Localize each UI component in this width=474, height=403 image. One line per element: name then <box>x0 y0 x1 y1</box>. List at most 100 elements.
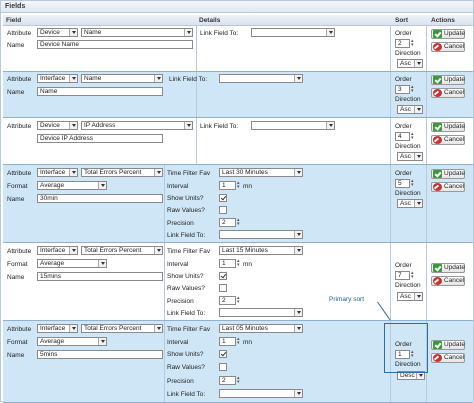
raw-values-checkbox[interactable] <box>219 284 227 292</box>
format-select[interactable]: Average <box>37 259 107 268</box>
update-button[interactable]: Update <box>431 122 465 132</box>
attribute-type-select[interactable]: Device <box>37 121 78 130</box>
link-field-select[interactable] <box>219 308 303 317</box>
interval-spinner[interactable]: ▴ ▾ <box>237 336 240 346</box>
checkmark-icon <box>433 76 442 84</box>
field-row: Attribute Device Name Name Device Name L… <box>3 26 473 72</box>
name-input[interactable]: 5mins <box>37 350 163 359</box>
link-field-select[interactable] <box>251 121 335 130</box>
attribute-field-select[interactable]: Name <box>81 28 193 37</box>
time-filter-select[interactable]: Last 15 Minutes <box>219 246 303 255</box>
interval-spinner[interactable]: ▴ ▾ <box>237 180 240 190</box>
order-spinner[interactable]: ▴ ▾ <box>411 84 414 94</box>
attribute-field-select[interactable]: Total Errors Percent <box>81 324 163 333</box>
cancel-button[interactable]: Cancel <box>431 42 465 52</box>
chevron-down-icon <box>326 29 334 36</box>
attribute-field-select[interactable]: IP Address <box>81 121 193 130</box>
checkmark-icon <box>433 341 442 349</box>
attribute-type-select[interactable]: Device <box>37 28 78 37</box>
cancel-icon <box>433 89 442 97</box>
link-field-label: Link Field To: <box>167 310 206 317</box>
precision-input[interactable]: 2 <box>219 218 236 227</box>
attribute-type-select[interactable]: Interface <box>37 324 78 333</box>
format-select[interactable]: Average <box>37 337 107 346</box>
direction-select[interactable]: Asc <box>397 59 423 68</box>
time-filter-label: Time Filter Fav <box>167 326 211 333</box>
name-input[interactable]: Device Name <box>37 40 193 49</box>
direction-select[interactable]: Asc <box>397 152 423 161</box>
order-spinner[interactable]: ▴ ▾ <box>411 38 414 48</box>
cancel-button[interactable]: Cancel <box>431 353 465 363</box>
attribute-type-select[interactable]: Interface <box>37 246 78 255</box>
chevron-down-icon <box>98 260 106 267</box>
update-button[interactable]: Update <box>431 29 465 39</box>
attribute-field-select[interactable]: Total Errors Percent <box>81 246 163 255</box>
primary-sort-highlight <box>384 323 428 373</box>
attribute-field-select[interactable]: Name <box>81 74 163 83</box>
order-input[interactable]: 1 <box>395 350 410 359</box>
order-input[interactable]: 5 <box>395 179 410 188</box>
interval-spinner[interactable]: ▴ ▾ <box>237 258 240 268</box>
order-spinner[interactable]: ▴ ▾ <box>411 349 414 359</box>
attribute-type-select[interactable]: Interface <box>37 74 78 83</box>
chevron-down-icon <box>69 75 77 82</box>
update-button[interactable]: Update <box>431 169 465 179</box>
update-button[interactable]: Update <box>431 340 465 350</box>
interval-input[interactable]: 1 <box>219 181 236 190</box>
name-input[interactable]: 15mins <box>37 272 163 281</box>
chevron-down-icon <box>69 122 77 129</box>
show-units-checkbox[interactable] <box>219 194 227 202</box>
direction-select[interactable]: Asc <box>397 105 423 114</box>
attribute-type-select[interactable]: Interface <box>37 168 78 177</box>
cancel-button[interactable]: Cancel <box>431 135 465 145</box>
format-select[interactable]: Average <box>37 181 107 190</box>
order-input[interactable]: 7 <box>395 271 410 280</box>
direction-select[interactable]: Asc <box>397 199 423 208</box>
order-spinner[interactable]: ▴ ▾ <box>411 178 414 188</box>
precision-spinner[interactable]: ▴ ▾ <box>237 375 240 385</box>
precision-spinner[interactable]: ▴ ▾ <box>237 217 240 227</box>
name-label: Name <box>7 196 25 203</box>
interval-input[interactable]: 1 <box>219 259 236 268</box>
time-filter-select[interactable]: Last 05 Minutes <box>219 324 303 333</box>
chevron-down-icon <box>414 153 422 160</box>
interval-input[interactable]: 1 <box>219 337 236 346</box>
precision-input[interactable]: 2 <box>219 376 236 385</box>
raw-values-checkbox[interactable] <box>219 363 227 371</box>
order-spinner[interactable]: ▴ ▾ <box>411 131 414 141</box>
time-filter-select[interactable]: Last 30 Minutes <box>219 168 303 177</box>
show-units-checkbox[interactable] <box>219 350 227 358</box>
update-button[interactable]: Update <box>431 75 465 85</box>
direction-label: Direction <box>395 190 421 197</box>
link-field-select[interactable] <box>219 389 303 398</box>
order-input[interactable]: 3 <box>395 85 410 94</box>
link-field-select[interactable] <box>251 28 335 37</box>
time-filter-label: Time Filter Fav <box>167 248 211 255</box>
order-input[interactable]: 2 <box>395 39 410 48</box>
link-field-select[interactable] <box>219 74 303 83</box>
precision-spinner[interactable]: ▴ ▾ <box>237 295 240 305</box>
checkmark-icon <box>433 30 442 38</box>
update-button[interactable]: Update <box>431 263 465 273</box>
chevron-down-icon <box>98 182 106 189</box>
link-field-label: Link Field To: <box>167 391 206 398</box>
cancel-button[interactable]: Cancel <box>431 276 465 286</box>
attribute-field-select[interactable]: Total Errors Percent <box>81 168 163 177</box>
name-input[interactable]: Name <box>37 87 163 96</box>
direction-select[interactable]: Desc <box>397 371 425 380</box>
link-field-label: Link Field To: <box>200 30 239 37</box>
raw-values-checkbox[interactable] <box>219 206 227 214</box>
direction-select[interactable]: Asc <box>397 292 423 301</box>
checkmark-icon <box>433 170 442 178</box>
field-row: Attribute Device IP Address Device IP Ad… <box>3 118 473 165</box>
cancel-button[interactable]: Cancel <box>431 182 465 192</box>
order-spinner[interactable]: ▴ ▾ <box>411 270 414 280</box>
link-field-select[interactable] <box>219 230 303 239</box>
show-units-checkbox[interactable] <box>219 272 227 280</box>
raw-values-label: Raw Values? <box>167 364 205 371</box>
cancel-button[interactable]: Cancel <box>431 88 465 98</box>
precision-input[interactable]: 2 <box>219 296 236 305</box>
name-input[interactable]: Device IP Address <box>37 134 163 143</box>
name-input[interactable]: 30min <box>37 194 163 203</box>
order-input[interactable]: 4 <box>395 132 410 141</box>
